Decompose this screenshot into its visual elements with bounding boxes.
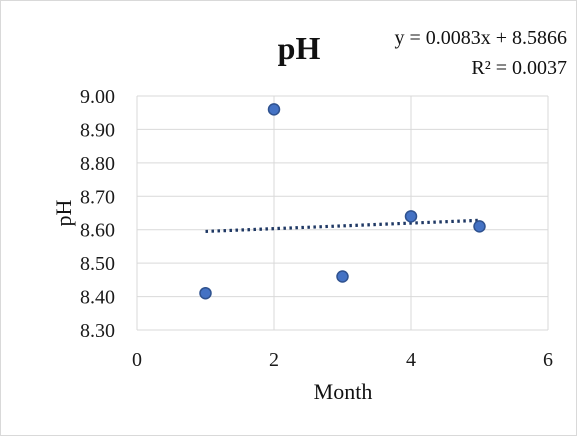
data-point (199, 286, 212, 300)
y-tick-label: 8.40 (80, 287, 115, 309)
data-point (336, 270, 349, 283)
data-point (267, 103, 281, 116)
y-tick-label: 8.50 (80, 253, 115, 275)
y-tick-label: 8.30 (80, 320, 115, 342)
data-point (404, 210, 418, 223)
x-tick-label: 0 (132, 349, 142, 371)
x-tick-label: 2 (269, 349, 279, 371)
y-tick-label: 9.00 (80, 86, 115, 108)
trendline-equation: y = 0.0083x + 8.5866 (394, 27, 567, 49)
x-tick-label: 4 (406, 349, 416, 371)
x-tick-label: 6 (543, 349, 553, 371)
x-axis-label: Month (314, 379, 373, 404)
chart-title: pH (278, 30, 321, 66)
trendline-layer (205, 218, 480, 234)
y-tick-label: 8.90 (80, 119, 115, 141)
y-tick-label: 8.80 (80, 153, 115, 175)
y-tick-label: 8.70 (80, 186, 115, 208)
trendline-r-squared: R² = 0.0037 (471, 57, 567, 79)
y-axis-label: pH (51, 199, 76, 226)
y-tick-label: 8.60 (80, 220, 115, 242)
trendline (205, 218, 480, 234)
data-point (473, 220, 486, 233)
axis-layer: 8.30 8.40 8.50 8.60 8.70 8.80 8.90 9.00 0 2 4 6 (80, 86, 553, 371)
points-layer (199, 103, 486, 300)
grid-layer (136, 95, 549, 331)
